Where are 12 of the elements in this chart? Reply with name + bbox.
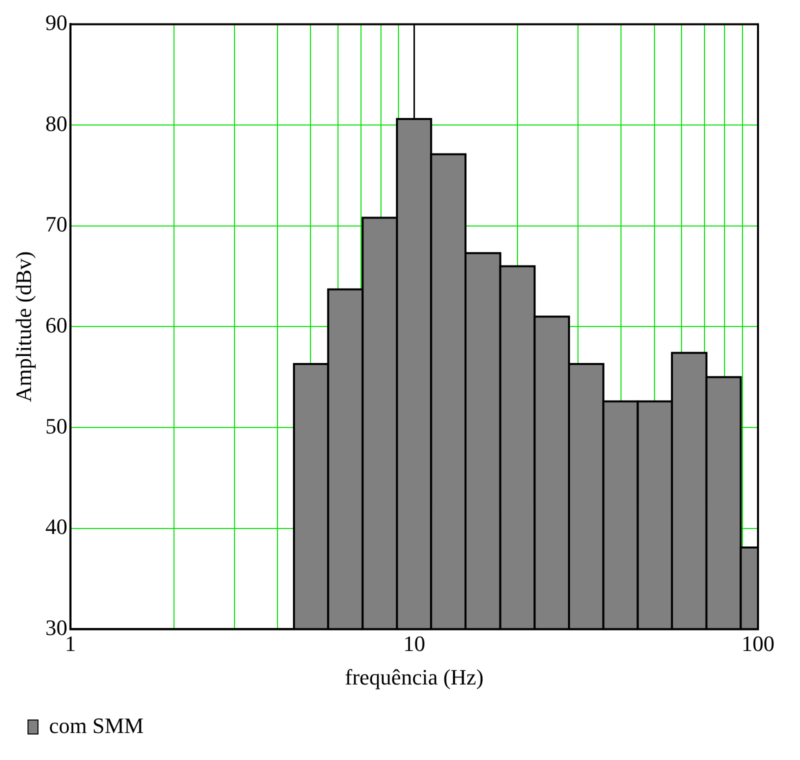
x-axis-title: frequência (Hz)	[344, 664, 484, 690]
legend-label: com SMM	[49, 712, 144, 738]
y-tick-label: 30	[45, 614, 68, 640]
y-tick-label: 40	[45, 514, 68, 540]
y-tick-label: 90	[45, 10, 68, 35]
x-tick-label: 10	[403, 631, 426, 656]
y-tick-label: 60	[45, 312, 68, 338]
y-tick-label: 50	[45, 413, 68, 438]
y-tick-label: 70	[45, 212, 68, 237]
y-axis-title: Amplitude (dBv)	[10, 251, 36, 402]
x-tick-label: 100	[742, 631, 774, 656]
y-tick-label: 80	[45, 110, 68, 136]
